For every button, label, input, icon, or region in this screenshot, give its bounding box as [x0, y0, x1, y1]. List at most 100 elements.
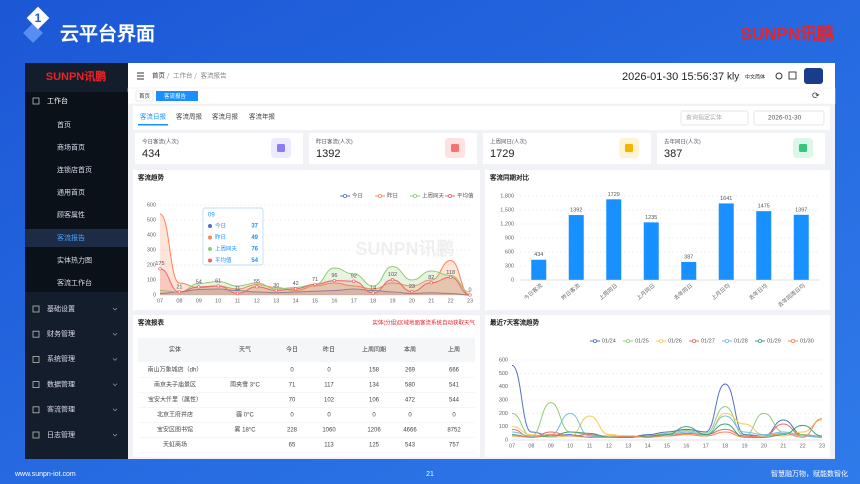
tooltip-name: 昨日 — [215, 233, 226, 241]
tag-text[interactable]: 首页 — [139, 92, 151, 100]
select-placeholder[interactable]: 查询指定实体 — [686, 114, 722, 122]
y-tick-label: 300 — [499, 397, 508, 403]
x-tick-label: 16 — [683, 443, 689, 449]
stat-value: 387 — [664, 148, 682, 160]
legend-label[interactable]: 平均值 — [457, 191, 474, 199]
date-picker[interactable] — [753, 110, 825, 126]
y-tick-label: 500 — [147, 217, 156, 223]
legend-label[interactable]: 01/27 — [701, 338, 715, 344]
submenu-item[interactable]: 实体热力图 — [57, 255, 92, 264]
breadcrumb[interactable]: 首页 — [152, 71, 166, 80]
legend-label[interactable]: 01/26 — [668, 338, 682, 344]
chevron — [112, 408, 118, 412]
table-cell: 472 — [405, 398, 416, 404]
submenu-item[interactable]: 商场首页 — [57, 142, 85, 151]
legend-label[interactable]: 上周同天 — [422, 191, 445, 199]
table-cell: 106 — [369, 398, 380, 404]
x-tick-label: 20 — [761, 443, 767, 449]
y-tick-label: 1,800 — [500, 193, 514, 199]
menu-item[interactable]: 工作台 — [47, 96, 68, 105]
sidebar-logo: SUNPN讯鹏 — [46, 69, 107, 83]
y-tick-label: 300 — [505, 263, 514, 269]
slide-title: 云平台界面 — [60, 22, 155, 45]
date-value[interactable]: 2026-01-30 — [768, 115, 802, 122]
stat-icon — [799, 144, 807, 152]
table-cell: 0 — [452, 413, 456, 419]
chevron — [112, 358, 118, 361]
x-tick-label: 23 — [467, 298, 473, 304]
table-cell: 125 — [369, 443, 380, 449]
submenu-item[interactable]: 首页 — [57, 120, 71, 129]
menu-item[interactable]: 日志管理 — [47, 430, 75, 439]
y-tick-label: 900 — [505, 235, 514, 241]
tag[interactable] — [135, 90, 154, 102]
menu-item[interactable]: 客流管理 — [47, 405, 75, 414]
table-cell: 666 — [449, 368, 460, 374]
point — [429, 281, 433, 285]
y-tick-label: 200 — [499, 411, 508, 417]
stat-value: 1729 — [490, 148, 514, 160]
value-label: 11 — [235, 286, 241, 292]
select[interactable] — [680, 110, 749, 126]
legend-label[interactable]: 01/30 — [800, 338, 814, 344]
point — [197, 285, 201, 289]
stat-icon — [625, 144, 633, 152]
tooltip-value: 37 — [251, 224, 258, 230]
stat-icon — [277, 144, 285, 152]
menu-item[interactable]: 系统管理 — [47, 354, 75, 363]
language[interactable]: 中文简体 — [745, 73, 765, 80]
menu-icon — [32, 406, 40, 414]
table-cell: 70 — [289, 398, 296, 404]
series-area — [160, 266, 470, 295]
table-cell: 雾 18°C — [234, 426, 256, 434]
table-cell: 71 — [289, 383, 296, 389]
menu-icon — [32, 381, 40, 389]
point — [352, 279, 356, 283]
menu-item[interactable]: 财务管理 — [47, 329, 75, 338]
submenu-item[interactable]: 客流工作台 — [57, 278, 92, 287]
avatar[interactable] — [804, 68, 823, 84]
tab[interactable]: 客流月报 — [212, 112, 239, 121]
legend-label[interactable]: 01/28 — [734, 338, 748, 344]
table-cell: 158 — [369, 368, 380, 374]
legend-label[interactable]: 昨日 — [387, 191, 398, 199]
submenu-item[interactable]: 连锁店首页 — [57, 165, 92, 174]
menu-item[interactable]: 基础设置 — [47, 304, 75, 313]
fullscreen-icon[interactable] — [788, 71, 797, 80]
legend-label[interactable]: 今日 — [352, 191, 363, 199]
menu-item[interactable]: 数据管理 — [47, 379, 75, 388]
table-header — [138, 338, 475, 362]
submenu-item[interactable]: 顾客属性 — [57, 210, 85, 219]
menu-icon — [32, 431, 40, 439]
table-cell: 580 — [405, 383, 416, 389]
tab[interactable]: 客流年报 — [249, 112, 276, 121]
tab[interactable]: 客流周报 — [176, 112, 203, 121]
tooltip-title: 09 — [208, 213, 215, 219]
x-tick-label: 11 — [235, 298, 241, 304]
point — [293, 287, 298, 291]
tag-active[interactable] — [156, 91, 198, 101]
value-label: 14 — [370, 285, 376, 291]
y-tick-label: 300 — [147, 247, 156, 253]
footer-url: www.sunpn-iot.com — [14, 471, 76, 478]
submenu-item[interactable]: 客流报告 — [57, 233, 85, 242]
legend-dot — [412, 193, 417, 198]
table-cell: 霾 0°C — [236, 412, 254, 419]
x-tick-label: 21 — [428, 298, 434, 304]
value-label: 434 — [534, 252, 543, 258]
tooltip — [202, 207, 264, 266]
search-icon[interactable] — [775, 72, 783, 80]
breadcrumb[interactable]: 工作台 — [173, 71, 193, 80]
breadcrumb[interactable]: 客流报告 — [201, 71, 228, 80]
x-tick-label: 23 — [819, 443, 825, 449]
legend-label[interactable]: 01/24 — [602, 338, 616, 344]
tab[interactable]: 客流日报 — [140, 112, 167, 121]
legend-label[interactable]: 01/29 — [767, 338, 781, 344]
tag-text[interactable]: 客流报告 — [164, 92, 187, 100]
legend-dot — [447, 193, 452, 198]
submenu-item[interactable]: 通用首页 — [57, 188, 85, 197]
y-tick-label: 1,500 — [500, 207, 514, 213]
watermark: SUNPN讯鹏 — [355, 238, 454, 259]
legend-label[interactable]: 01/25 — [635, 338, 649, 344]
